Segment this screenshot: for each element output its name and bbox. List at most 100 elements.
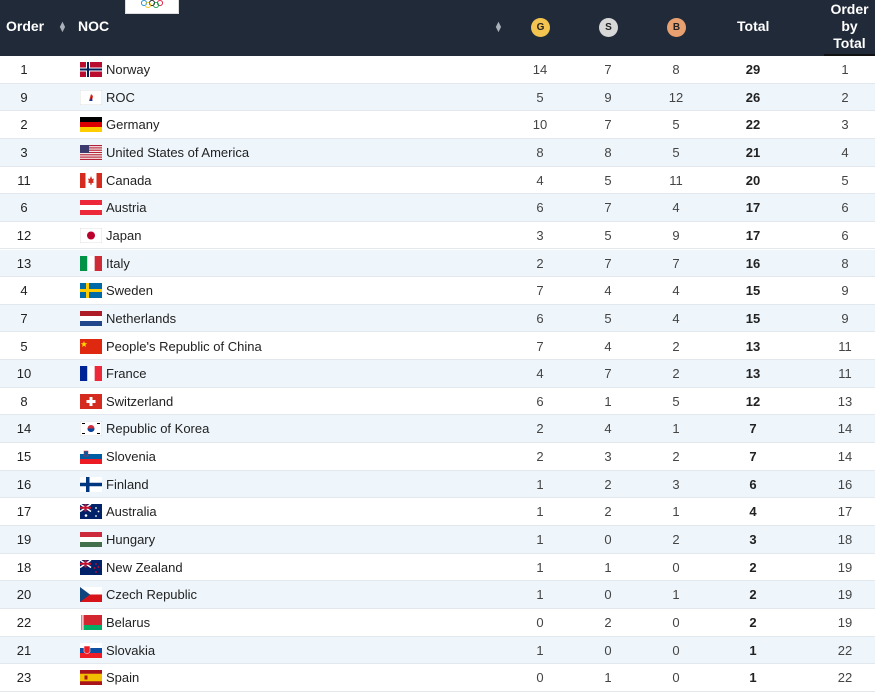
total-count-cell: 29: [745, 62, 761, 77]
gold-count-cell: 1: [536, 559, 544, 575]
country-name-link[interactable]: Sweden: [106, 283, 153, 299]
country-name-link[interactable]: ROC: [106, 89, 135, 105]
table-row[interactable]: 11 Canada 4 5 11 20 5: [0, 167, 875, 195]
silver-count-cell: 0: [604, 532, 612, 548]
country-name-link[interactable]: Germany: [106, 117, 160, 133]
table-row[interactable]: 19 Hungary 1 0 2 3 18: [0, 526, 875, 554]
order-by-total-line3: Total: [833, 35, 866, 51]
order-column-header[interactable]: Order: [6, 18, 45, 34]
canada-flag-icon: [80, 172, 102, 188]
country-name-link[interactable]: Austria: [106, 200, 147, 216]
order-cell: 20: [16, 587, 32, 603]
country-name-link[interactable]: United States of America: [106, 144, 250, 160]
table-row[interactable]: 3 United States of America 8 8 5 21 4: [0, 138, 875, 167]
order-cell: 5: [20, 338, 28, 354]
order-cell: 12: [16, 227, 32, 243]
table-row[interactable]: 1 Norway 14 7 8 29 1: [0, 56, 875, 84]
country-name-link[interactable]: Switzerland: [106, 393, 174, 409]
sweden-flag-icon: [80, 283, 102, 299]
country-name-link[interactable]: Czech Republic: [106, 587, 198, 603]
order-cell: 23: [16, 670, 32, 686]
order-cell: 4: [20, 283, 28, 299]
table-row[interactable]: 16 Finland 1 2 3 6 16: [0, 470, 875, 499]
table-row[interactable]: 17 Australia 1 2 1 4 17: [0, 498, 875, 526]
country-name-link[interactable]: Japan: [106, 227, 142, 243]
order-cell: 18: [16, 559, 32, 575]
order-by-total-column-header[interactable]: Order by Total: [824, 0, 875, 56]
japan-flag-icon: [80, 227, 102, 243]
country-name-link[interactable]: France: [106, 366, 147, 382]
order-by-total-cell: 11: [838, 366, 852, 382]
country-name-link[interactable]: Spain: [106, 670, 140, 686]
table-row[interactable]: 5 People's Republic of China 7 4 2 13 11: [0, 333, 875, 361]
table-row[interactable]: 6 Austria 6 7 4 17 6: [0, 194, 875, 222]
table-row[interactable]: 22 Belarus 0 2 0 2 19: [0, 609, 875, 637]
bronze-medal-icon[interactable]: B: [667, 18, 686, 37]
czech-flag-icon: [80, 587, 102, 603]
order-cell: 10: [16, 366, 32, 382]
country-name-link[interactable]: Slovakia: [106, 642, 156, 658]
slovenia-flag-icon: [80, 449, 102, 465]
country-name-link[interactable]: Hungary: [106, 532, 156, 548]
table-row[interactable]: 13 Italy 2 7 7 16 8: [0, 249, 875, 278]
country-name-link[interactable]: New Zealand: [106, 559, 183, 575]
olympic-rings-icon: [141, 0, 163, 8]
table-row[interactable]: 14 Republic of Korea 2 4 1 7 14: [0, 415, 875, 444]
sort-icon[interactable]: ▲ ▼: [494, 19, 503, 34]
silver-count-cell: 1: [604, 393, 612, 409]
usa-flag-icon: [80, 144, 102, 160]
country-name-link[interactable]: Australia: [106, 504, 157, 520]
country-name-link[interactable]: Canada: [106, 172, 152, 188]
table-row[interactable]: 2 Germany 10 7 5 22 3: [0, 111, 875, 139]
table-row[interactable]: 20 Czech Republic 1 0 1 2 19: [0, 581, 875, 609]
country-name-link[interactable]: People's Republic of China: [106, 338, 262, 354]
order-by-total-cell: 5: [841, 172, 849, 188]
table-row[interactable]: 15 Slovenia 2 3 2 7 14: [0, 443, 875, 471]
table-header: Order ▲ ▼ NOC ▲ ▼ G S B Total Order by Tot…: [0, 0, 875, 56]
bronze-count-cell: 9: [672, 227, 680, 243]
order-cell: 21: [16, 642, 32, 658]
country-name-link[interactable]: Slovenia: [106, 449, 156, 465]
order-by-total-cell: 16: [837, 476, 853, 492]
country-name-link[interactable]: Italy: [106, 255, 130, 271]
country-name-link[interactable]: Republic of Korea: [106, 421, 210, 437]
table-row[interactable]: 7 Netherlands 6 5 4 15 9: [0, 304, 875, 333]
gold-medal-icon[interactable]: G: [531, 18, 550, 37]
table-row[interactable]: 10 France 4 7 2 13 11: [0, 360, 875, 388]
country-name-link[interactable]: Finland: [106, 476, 149, 492]
country-name-link[interactable]: Norway: [106, 62, 151, 77]
table-row[interactable]: 9 ROC 5 9 12 26 2: [0, 83, 875, 112]
silver-count-cell: 5: [604, 172, 612, 188]
gold-count-cell: 1: [536, 532, 544, 548]
country-name-link[interactable]: Netherlands: [106, 310, 177, 326]
total-count-cell: 7: [749, 421, 757, 437]
table-row[interactable]: 23 Spain 0 1 0 1 22: [0, 664, 875, 692]
bronze-count-cell: 2: [672, 338, 680, 354]
order-by-total-cell: 6: [841, 227, 849, 243]
total-column-header[interactable]: Total: [737, 18, 770, 34]
table-row[interactable]: 21 Slovakia 1 0 0 1 22: [0, 636, 875, 665]
order-by-total-line2: by: [841, 18, 858, 34]
total-count-cell: 12: [745, 393, 761, 409]
silver-medal-icon[interactable]: S: [599, 18, 618, 37]
noc-column-header[interactable]: NOC: [78, 18, 110, 34]
silver-count-cell: 7: [604, 366, 612, 382]
order-cell: 14: [16, 421, 32, 437]
bronze-count-cell: 4: [672, 310, 680, 326]
sort-icon[interactable]: ▲ ▼: [58, 19, 67, 34]
slovakia-flag-icon: [80, 642, 102, 658]
table-row[interactable]: 12 Japan 3 5 9 17 6: [0, 222, 875, 250]
gold-count-cell: 7: [536, 338, 544, 354]
belarus-flag-icon: [80, 615, 102, 630]
bronze-count-cell: 0: [672, 615, 680, 630]
silver-count-cell: 8: [604, 144, 612, 160]
table-row[interactable]: 18 New Zealand 1 1 0 2 19: [0, 554, 875, 582]
table-row[interactable]: 4 Sweden 7 4 4 15 9: [0, 277, 875, 305]
total-count-cell: 26: [745, 89, 761, 105]
country-name-link[interactable]: Belarus: [106, 615, 151, 630]
bronze-count-cell: 0: [672, 642, 680, 658]
table-row[interactable]: 8 Switzerland 6 1 5 12 13: [0, 388, 875, 416]
order-by-total-line1: Order: [830, 1, 869, 17]
silver-count-cell: 0: [604, 642, 612, 658]
gold-count-cell: 7: [536, 283, 544, 299]
